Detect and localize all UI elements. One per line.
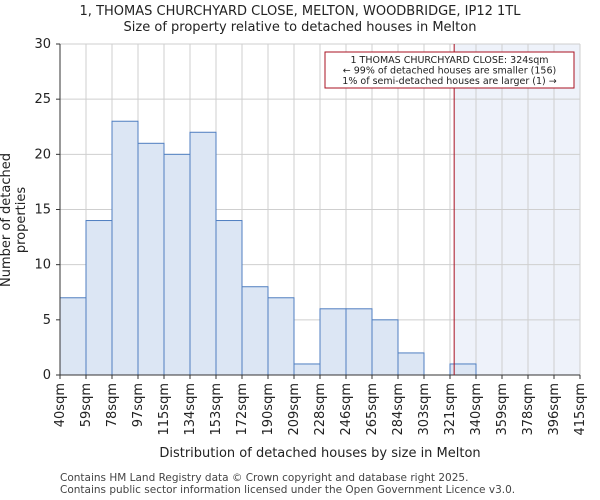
- x-tick-label: 378sqm: [521, 383, 536, 436]
- x-tick-label: 415sqm: [573, 383, 588, 436]
- y-tick-label: 25: [34, 92, 51, 107]
- histogram-bar: [137, 142, 165, 376]
- y-tick-label: 0: [43, 368, 51, 383]
- histogram-bar: [241, 286, 269, 376]
- x-tick-label: 396sqm: [547, 383, 562, 436]
- annotation-line: ← 99% of detached houses are smaller (15…: [343, 66, 556, 77]
- histogram-bar: [189, 131, 217, 376]
- histogram-bar: [267, 297, 295, 376]
- histogram-bar: [111, 120, 139, 376]
- histogram-bar: [319, 308, 347, 376]
- y-axis-label: Number of detached properties: [0, 153, 29, 287]
- annotation-box: [324, 51, 575, 89]
- footer-line-2: Contains public sector information licen…: [60, 484, 516, 496]
- y-tick-label: 15: [34, 203, 51, 218]
- y-tick-label: 20: [34, 147, 51, 162]
- x-tick-label: 359sqm: [495, 383, 510, 436]
- chart-title: 1, THOMAS CHURCHYARD CLOSE, MELTON, WOOD…: [79, 4, 521, 19]
- chart-subtitle: Size of property relative to detached ho…: [123, 20, 477, 35]
- x-tick-label: 321sqm: [443, 383, 458, 436]
- x-tick-label: 340sqm: [469, 383, 484, 436]
- x-tick-label: 40sqm: [53, 383, 68, 427]
- x-tick-label: 246sqm: [339, 383, 354, 436]
- y-tick-label: 10: [34, 258, 51, 273]
- histogram-bar: [397, 352, 425, 376]
- x-tick-label: 228sqm: [313, 383, 328, 436]
- histogram-bar: [163, 153, 191, 376]
- x-tick-label: 209sqm: [287, 383, 302, 436]
- x-tick-label: 172sqm: [235, 383, 250, 436]
- x-tick-label: 265sqm: [365, 383, 380, 436]
- x-tick-label: 153sqm: [209, 383, 224, 436]
- histogram-bar: [293, 363, 321, 376]
- y-tick-label: 30: [34, 37, 51, 52]
- histogram-bar: [371, 319, 399, 376]
- annotation-line: 1% of semi-detached houses are larger (1…: [342, 76, 556, 87]
- x-tick-label: 59sqm: [79, 383, 94, 427]
- y-tick-label: 5: [43, 313, 51, 328]
- x-tick-label: 134sqm: [183, 383, 198, 436]
- histogram-bar: [59, 297, 87, 376]
- x-tick-label: 115sqm: [157, 383, 172, 436]
- x-tick-label: 97sqm: [131, 383, 146, 427]
- footer-line-1: Contains HM Land Registry data © Crown c…: [60, 472, 469, 484]
- x-tick-label: 284sqm: [391, 383, 406, 436]
- histogram-bar: [85, 220, 113, 376]
- x-tick-label: 303sqm: [417, 383, 432, 436]
- x-tick-label: 190sqm: [261, 383, 276, 436]
- x-axis-label: Distribution of detached houses by size …: [159, 446, 481, 461]
- histogram-bar: [345, 308, 373, 376]
- annotation-line: 1 THOMAS CHURCHYARD CLOSE: 324sqm: [350, 55, 548, 66]
- x-tick-label: 78sqm: [105, 383, 120, 427]
- histogram-bar: [215, 220, 243, 376]
